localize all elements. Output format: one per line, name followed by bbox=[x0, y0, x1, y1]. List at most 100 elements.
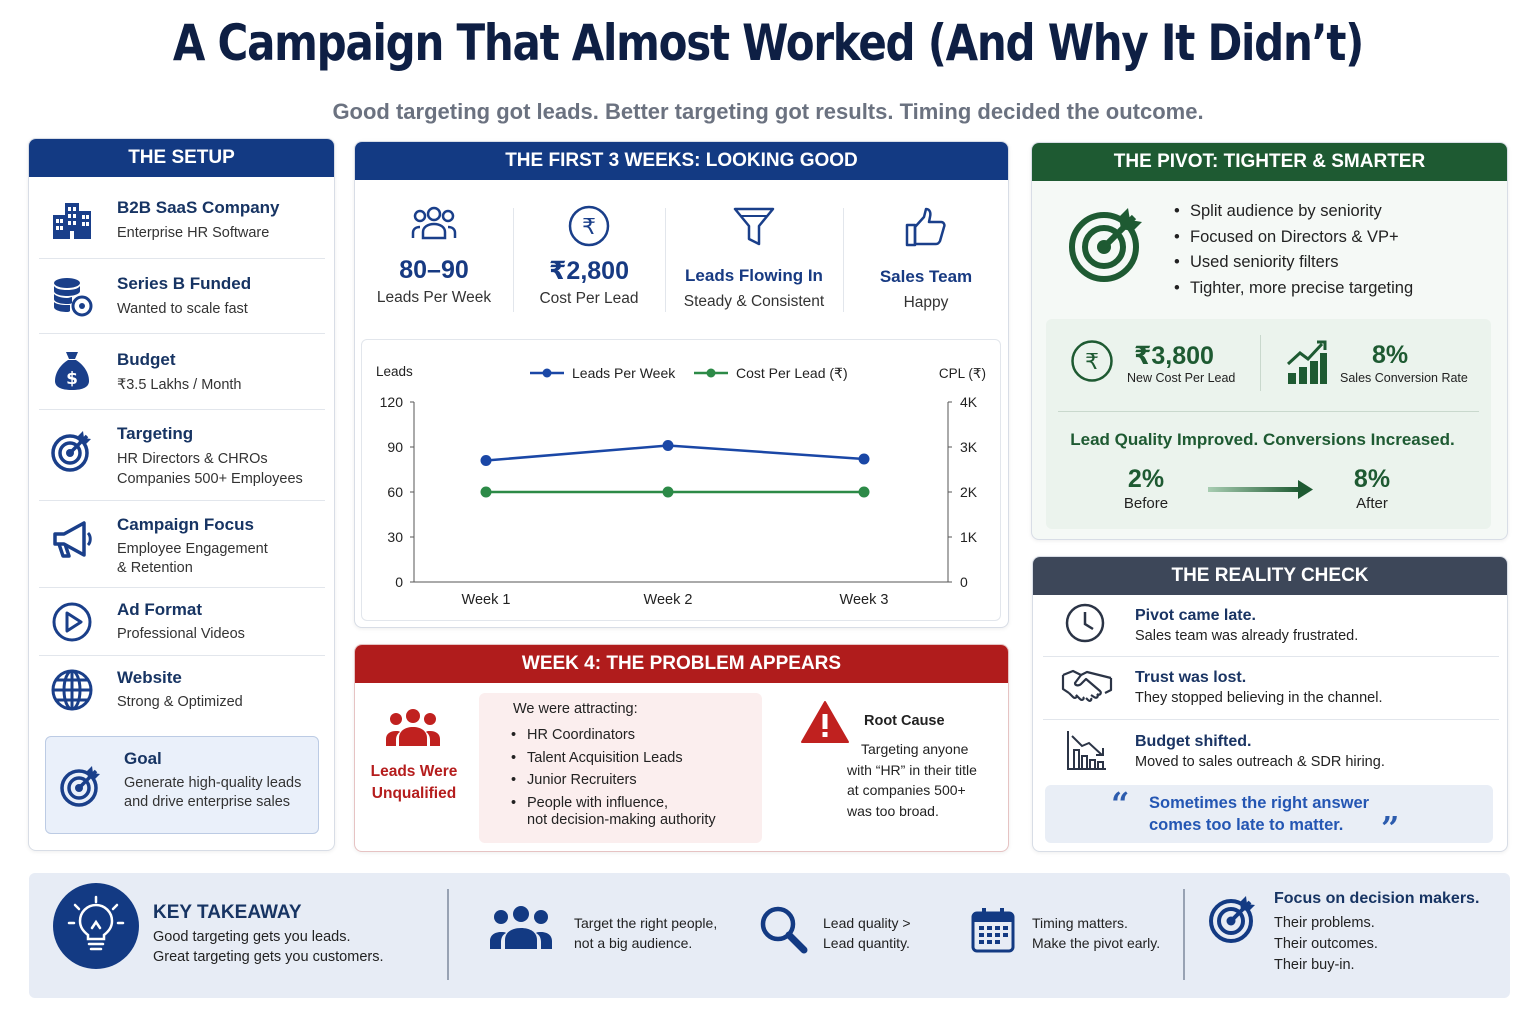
setup-item-title: Campaign Focus bbox=[117, 515, 254, 534]
focus-title: Focus on decision makers. bbox=[1274, 890, 1480, 907]
page-subtitle: Good targeting got leads. Better targeti… bbox=[332, 99, 1204, 124]
attracting-box: We were attracting: HR Coordinators Tale… bbox=[479, 693, 762, 843]
setup-item-title: Budget bbox=[117, 350, 176, 369]
y-tick-label-left: 60 bbox=[387, 484, 403, 500]
y-tick-label-right: 3K bbox=[960, 439, 978, 455]
reality-item: Trust was lost. They stopped believing i… bbox=[1043, 657, 1499, 720]
close-quote-icon: ” bbox=[1381, 809, 1400, 847]
setup-item-website: Website Strong & Optimized bbox=[39, 656, 325, 728]
goal-line2: and drive enterprise sales bbox=[124, 794, 291, 810]
reality-card: THE REALITY CHECK Pivot came late. Sales… bbox=[1032, 556, 1508, 852]
target-icon bbox=[1207, 893, 1259, 945]
takeaway-line1: Good targeting gets you leads. bbox=[153, 929, 351, 945]
root-cause-line: Targeting anyone bbox=[861, 741, 969, 757]
setup-item-sub2: & Retention bbox=[117, 560, 193, 576]
takeaway-item-line2: Lead quantity. bbox=[823, 935, 910, 951]
focus-line: Their buy-in. bbox=[1274, 957, 1355, 973]
legend-label: Leads Per Week bbox=[572, 365, 676, 381]
list-item: HR Coordinators bbox=[509, 724, 683, 747]
setup-item-sub: HR Directors & CHROs bbox=[117, 451, 268, 467]
kpi-leads: 80–90 Leads Per Week bbox=[355, 198, 513, 318]
kpi-value: ₹2,800 bbox=[549, 257, 629, 285]
svg-text:₹: ₹ bbox=[1085, 350, 1099, 375]
kpi-value: 80–90 bbox=[399, 256, 469, 284]
focus-line: Their problems. bbox=[1274, 915, 1375, 931]
data-point bbox=[480, 455, 492, 466]
target-icon bbox=[58, 763, 104, 809]
root-cause-title: Root Cause bbox=[864, 713, 945, 729]
unqualified-label-1: Leads Were bbox=[370, 763, 458, 780]
target-icon bbox=[49, 428, 95, 474]
globe-icon bbox=[49, 667, 95, 713]
reality-item-sub: Sales team was already frustrated. bbox=[1135, 628, 1359, 644]
y-axis-title-right: CPL (₹) bbox=[939, 366, 986, 381]
target-icon bbox=[1066, 203, 1148, 285]
goal-line1: Generate high-quality leads bbox=[124, 775, 302, 791]
pivot-results-box: ₹ ₹3,800 New Cost Per Lead 8% Sales Conv… bbox=[1046, 319, 1491, 529]
list-item: Split audience by seniority bbox=[1172, 199, 1413, 225]
kpi-value: Sales Team bbox=[879, 267, 973, 286]
setup-item-title: Targeting bbox=[117, 424, 194, 443]
reality-item: Pivot came late. Sales team was already … bbox=[1043, 595, 1499, 657]
clock-icon bbox=[1063, 601, 1107, 645]
quote-box: “ Sometimes the right answer comes too l… bbox=[1045, 785, 1493, 847]
takeaway-item-line1: Lead quality > bbox=[823, 915, 911, 931]
divider bbox=[1058, 411, 1479, 412]
setup-item-title: Series B Funded bbox=[117, 274, 252, 293]
x-tick-label: Week 2 bbox=[644, 592, 693, 608]
arrow-icon bbox=[1206, 479, 1316, 501]
quote-line-2: comes too late to matter. bbox=[1149, 816, 1344, 834]
takeaway-item-line2: not a big audience. bbox=[574, 935, 693, 951]
setup-item-sub2: Companies 500+ Employees bbox=[117, 471, 303, 487]
coins-icon bbox=[49, 273, 95, 319]
setup-item-focus: Campaign Focus Employee Engagement & Ret… bbox=[39, 501, 325, 588]
declining-chart-icon bbox=[1065, 728, 1109, 772]
leads-chart: 0 30 60 90 120 0 1K 2K 3K 4K Week 1 Week 2 Week 3 Lea… bbox=[376, 364, 986, 608]
x-tick-label: Week 1 bbox=[462, 592, 511, 608]
goal-box: Goal Generate high-quality leads and dri… bbox=[45, 736, 319, 834]
leads-chart-panel: 0 30 60 90 120 0 1K 2K 3K 4K Week 1 Week 2 Week 3 Lea… bbox=[361, 339, 1001, 621]
setup-item-adformat: Ad Format Professional Videos bbox=[39, 588, 325, 656]
takeaway-item-line2: Make the pivot early. bbox=[1032, 935, 1161, 951]
before-label: Before bbox=[1123, 495, 1169, 512]
setup-header: THE SETUP bbox=[29, 139, 334, 177]
root-cause-text: Targeting anyone with “HR” in their titl… bbox=[839, 739, 999, 822]
lightbulb-icon bbox=[53, 883, 139, 969]
y-tick-label-left: 30 bbox=[387, 529, 403, 545]
setup-item-sub: Strong & Optimized bbox=[117, 694, 243, 710]
growth-bars-icon bbox=[1286, 339, 1328, 385]
setup-item-company: B2B SaaS Company Enterprise HR Software bbox=[39, 183, 325, 259]
divider bbox=[1260, 335, 1261, 391]
list-item: Junior Recruiters bbox=[509, 769, 683, 792]
x-tick-label: Week 3 bbox=[840, 592, 889, 608]
first-weeks-header: THE FIRST 3 WEEKS: LOOKING GOOD bbox=[355, 142, 1008, 180]
legend-marker bbox=[706, 368, 716, 378]
goal-title: Goal bbox=[124, 749, 162, 768]
new-cpl-label: New Cost Per Lead bbox=[1127, 371, 1236, 385]
megaphone-icon bbox=[49, 517, 95, 563]
handshake-icon bbox=[1061, 665, 1113, 705]
first-weeks-card: THE FIRST 3 WEEKS: LOOKING GOOD 80–90 Le… bbox=[354, 141, 1009, 628]
reality-item-title: Trust was lost. bbox=[1135, 669, 1247, 686]
building-icon bbox=[49, 197, 95, 243]
reality-header: THE REALITY CHECK bbox=[1033, 557, 1507, 595]
setup-item-funding: Series B Funded Wanted to scale fast bbox=[39, 259, 325, 334]
divider bbox=[1183, 889, 1185, 980]
kpi-label: Happy bbox=[903, 294, 949, 311]
warning-icon bbox=[800, 700, 850, 744]
takeaway-title: KEY TAKEAWAY bbox=[153, 902, 302, 923]
people-icon bbox=[489, 904, 553, 950]
takeaway-item-line1: Timing matters. bbox=[1032, 915, 1128, 931]
legend-label: Cost Per Lead (₹) bbox=[736, 365, 848, 381]
takeaway-item-line1: Target the right people, bbox=[574, 915, 718, 931]
kpi-label: Leads Per Week bbox=[376, 289, 492, 306]
pivot-header: THE PIVOT: TIGHTER & SMARTER bbox=[1032, 143, 1507, 181]
data-point bbox=[480, 486, 492, 498]
attracting-list: HR Coordinators Talent Acquisition Leads… bbox=[509, 724, 683, 814]
before-value: 2% bbox=[1127, 465, 1165, 493]
data-point bbox=[662, 440, 674, 451]
reality-item-sub: Moved to sales outreach & SDR hiring. bbox=[1135, 754, 1385, 770]
setup-item-sub: Employee Engagement bbox=[117, 541, 268, 557]
thumbs-up-icon bbox=[904, 206, 948, 250]
series-line bbox=[485, 444, 865, 462]
